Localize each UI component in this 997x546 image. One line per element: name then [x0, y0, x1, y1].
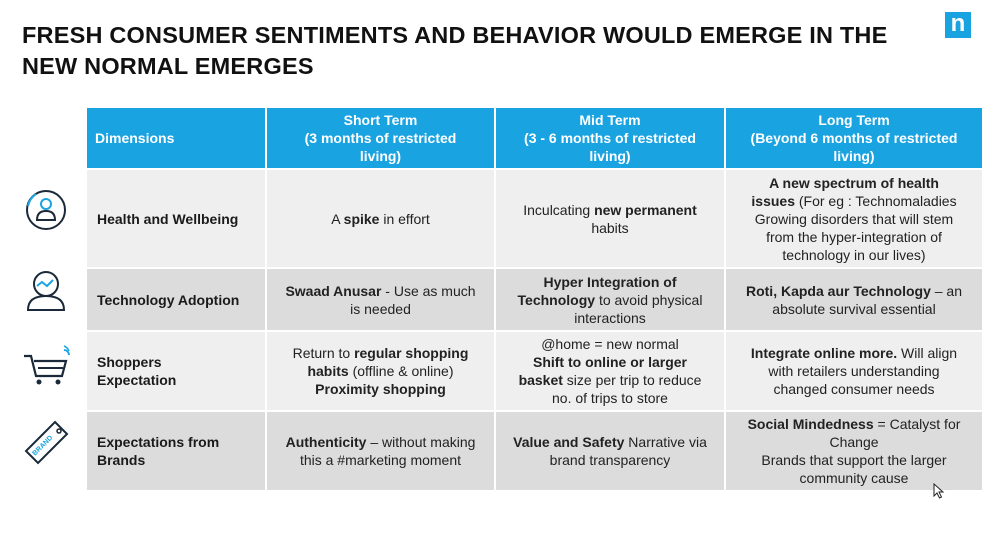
dimension-cell: Technology Adoption	[87, 267, 265, 330]
mid-term-cell: Inculcating new permanent habits	[496, 168, 724, 267]
brand-tag-icon: BRAND	[24, 420, 69, 465]
long-term-cell: Social Mindedness = Catalyst for Change …	[726, 410, 982, 490]
long-term-cell: Integrate online more. Will align with r…	[726, 330, 982, 410]
mid-term-cell: @home = new normal Shift to online or la…	[496, 330, 724, 410]
brand-logo-icon: n	[945, 12, 971, 38]
sentiment-table: Dimensions Short Term (3 months of restr…	[85, 108, 984, 490]
mid-term-cell: Value and Safety Narrative via brand tra…	[496, 410, 724, 490]
mouse-pointer-icon	[933, 483, 945, 499]
table-header-row: Dimensions Short Term (3 months of restr…	[87, 108, 982, 168]
header-dimensions: Dimensions	[87, 108, 265, 168]
table-row: Technology Adoption Swaad Anusar - Use a…	[87, 267, 982, 330]
brand-tag-label: BRAND	[32, 435, 55, 458]
short-term-cell: A spike in effort	[267, 168, 494, 267]
shopping-cart-icon	[24, 345, 70, 385]
header-long-term: Long Term (Beyond 6 months of restricted…	[726, 108, 982, 168]
dimension-cell: Shoppers Expectation	[87, 330, 265, 410]
dimension-cell: Expectations from Brands	[87, 410, 265, 490]
table-row: Health and Wellbeing A spike in effort I…	[87, 168, 982, 267]
header-mid-term: Mid Term (3 - 6 months of restricted liv…	[496, 108, 724, 168]
table-row: Expectations from Brands Authenticity – …	[87, 410, 982, 490]
short-term-cell: Swaad Anusar - Use as much is needed	[267, 267, 494, 330]
short-term-cell: Authenticity – without making this a #ma…	[267, 410, 494, 490]
dimension-cell: Health and Wellbeing	[87, 168, 265, 267]
table-row: Shoppers Expectation Return to regular s…	[87, 330, 982, 410]
long-term-cell: A new spectrum of health issues (For eg …	[726, 168, 982, 267]
header-short-term: Short Term (3 months of restricted livin…	[267, 108, 494, 168]
short-term-cell: Return to regular shopping habits (offli…	[267, 330, 494, 410]
technology-person-icon	[26, 271, 66, 311]
person-refresh-icon	[26, 190, 66, 230]
slide-title: FRESH CONSUMER SENTIMENTS AND BEHAVIOR W…	[22, 22, 888, 79]
long-term-cell: Roti, Kapda aur Technology – an absolute…	[726, 267, 982, 330]
mid-term-cell: Hyper Integration of Technology to avoid…	[496, 267, 724, 330]
